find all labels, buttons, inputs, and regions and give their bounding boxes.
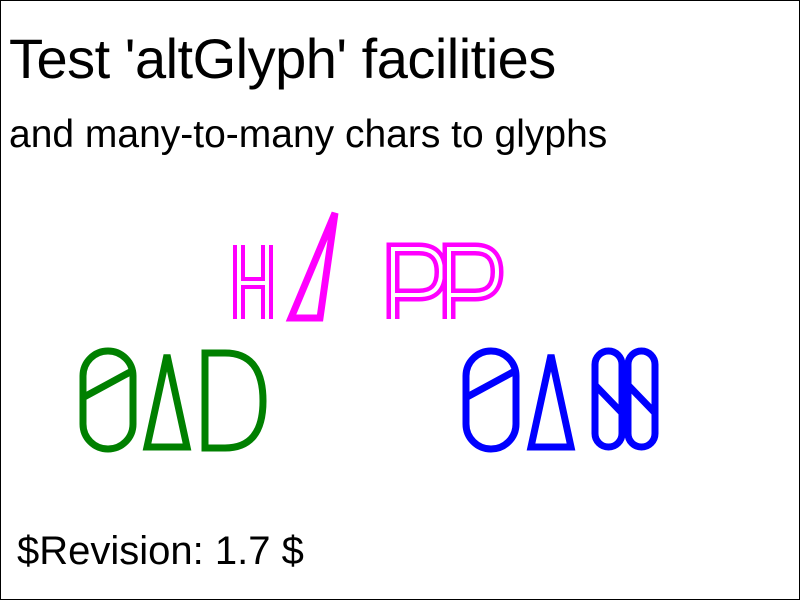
glyph-ss-ligature	[591, 347, 659, 451]
glyph-d	[201, 349, 267, 452]
glyph-delta	[142, 354, 192, 451]
page-subtitle: and many-to-many chars to glyphs	[9, 113, 608, 156]
revision-label: $Revision: 1.7 $	[17, 529, 304, 573]
glyph-p-1	[386, 242, 448, 319]
glyph-delta	[526, 354, 576, 451]
glyph-p-2	[442, 242, 504, 319]
page-title: Test 'altGlyph' facilities	[9, 27, 556, 90]
glyph-s	[79, 347, 137, 453]
happ-glyph-word	[233, 211, 504, 322]
glyph-h	[233, 245, 273, 319]
sad-glyph-word	[79, 347, 267, 453]
sass-glyph-word	[462, 347, 659, 453]
glyph-s	[462, 347, 520, 453]
glyph-delta	[285, 211, 339, 322]
